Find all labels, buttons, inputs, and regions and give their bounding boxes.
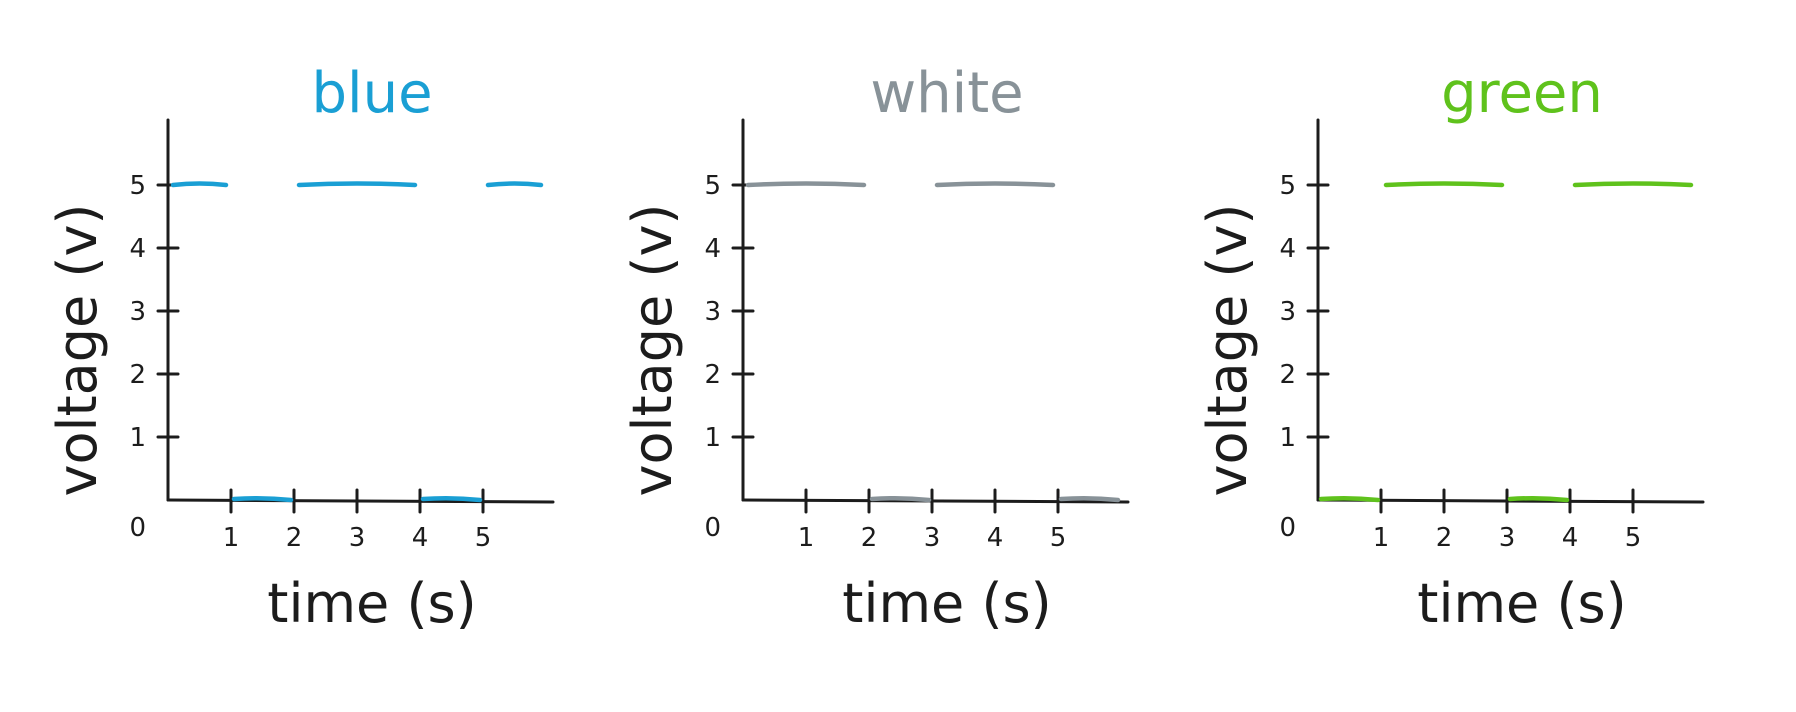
x-tick-label: 3: [1499, 523, 1516, 553]
y-axis-title: voltage (v): [621, 203, 684, 496]
chart-title: blue: [311, 61, 432, 126]
chart-panel-blue: 1 2 3 4 5 1 2 3 4 5 0 blue time (s) voltage (v): [46, 61, 555, 635]
x-axis-title: time (s): [267, 572, 476, 635]
series-segment-5: [485, 181, 544, 188]
chart-panel-green: 1 2 3 4 5 1 2 3 4 5 0 green time (s) voltage (v): [1196, 61, 1705, 635]
chart-title: green: [1441, 61, 1603, 126]
y-axis-title: voltage (v): [46, 203, 109, 496]
series-segment-3: [934, 181, 1056, 188]
y-tick-label: 4: [1279, 234, 1296, 264]
y-tick-label: 3: [129, 297, 146, 327]
y-tick-label: 1: [1279, 423, 1296, 453]
y-tick-label: 2: [129, 360, 146, 390]
x-tick-label: 1: [1373, 523, 1390, 553]
y-tick-label: 3: [1279, 297, 1296, 327]
y-tick-label: 4: [129, 234, 146, 264]
y-tick-label: 3: [704, 297, 721, 327]
series-segment-1: [1318, 495, 1381, 503]
x-tick-label: 3: [924, 523, 941, 553]
y-tick-label: 4: [704, 234, 721, 264]
series-segment-1: [170, 181, 229, 188]
series-segment-2: [869, 495, 932, 503]
series-segment-4: [420, 495, 483, 503]
y-tick-label: 5: [704, 171, 721, 201]
x-tick-label: 5: [1625, 523, 1642, 553]
x-tick-label: 4: [987, 523, 1004, 553]
y-tick-label: 5: [1279, 171, 1296, 201]
series-segment-4: [1572, 181, 1694, 188]
x-tick-label: 2: [861, 523, 878, 553]
x-tick-label: 1: [798, 523, 815, 553]
origin-label: 0: [129, 513, 146, 543]
x-tick-label: 4: [412, 523, 429, 553]
series-segment-2: [1383, 181, 1505, 188]
x-tick-label: 2: [286, 523, 303, 553]
x-tick-label: 3: [349, 523, 366, 553]
y-tick-label: 5: [129, 171, 146, 201]
x-axis-title: time (s): [842, 572, 1051, 635]
x-tick-label: 2: [1436, 523, 1453, 553]
x-tick-label: 5: [1050, 523, 1067, 553]
chart-title: white: [870, 61, 1023, 126]
x-axis-title: time (s): [1417, 572, 1626, 635]
y-tick-label: 1: [129, 423, 146, 453]
y-axis-title: voltage (v): [1196, 203, 1259, 496]
x-tick-label: 4: [1562, 523, 1579, 553]
series-segment-3: [296, 181, 418, 188]
series-segment-3: [1507, 495, 1570, 503]
chart-panel-white: 1 2 3 4 5 1 2 3 4 5 0 white time (s) voltage (v): [621, 61, 1130, 635]
y-tick-label: 2: [1279, 360, 1296, 390]
y-tick-label: 2: [704, 360, 721, 390]
y-tick-label: 1: [704, 423, 721, 453]
x-tick-label: 1: [223, 523, 240, 553]
series-segment-2: [231, 495, 294, 503]
x-axis-line: [166, 498, 555, 504]
origin-label: 0: [1279, 513, 1296, 543]
series-segment-4: [1058, 495, 1121, 503]
x-tick-label: 5: [475, 523, 492, 553]
origin-label: 0: [704, 513, 721, 543]
series-segment-1: [745, 181, 867, 188]
